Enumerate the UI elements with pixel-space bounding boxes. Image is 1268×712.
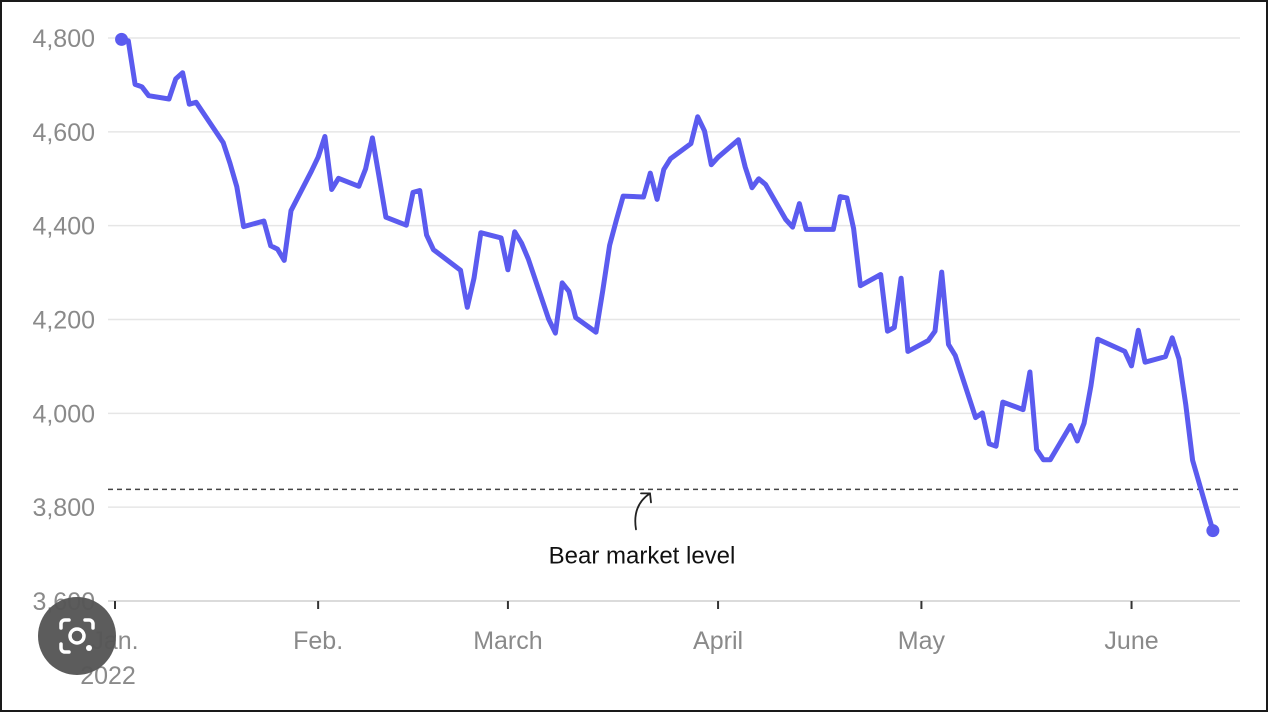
gridlines <box>108 37 1240 508</box>
series-line <box>119 36 1216 534</box>
y-tick-label: 4,000 <box>32 400 95 428</box>
series-start-point <box>115 32 129 46</box>
y-tick-label: 4,600 <box>32 119 95 147</box>
y-tick-label: 3,800 <box>32 494 95 522</box>
bear-market-reference: Bear market level <box>108 488 1240 569</box>
series-layer <box>115 32 1220 538</box>
y-tick-label: 4,200 <box>32 307 95 335</box>
x-tick-label: Feb. <box>293 627 343 655</box>
lens-glyph <box>59 618 95 654</box>
x-tick-label: April <box>693 627 743 655</box>
x-tick-label: May <box>898 627 946 655</box>
series-end-point <box>1206 524 1220 538</box>
x-tick-label: June <box>1104 627 1158 655</box>
bear-market-label: Bear market level <box>549 542 736 569</box>
google-lens-camera-icon[interactable] <box>38 597 116 675</box>
y-tick-label: 4,400 <box>32 213 95 241</box>
x-tick-label: March <box>473 627 542 655</box>
y-tick-label: 4,800 <box>32 25 95 53</box>
annotation-arrow-icon <box>634 492 652 531</box>
